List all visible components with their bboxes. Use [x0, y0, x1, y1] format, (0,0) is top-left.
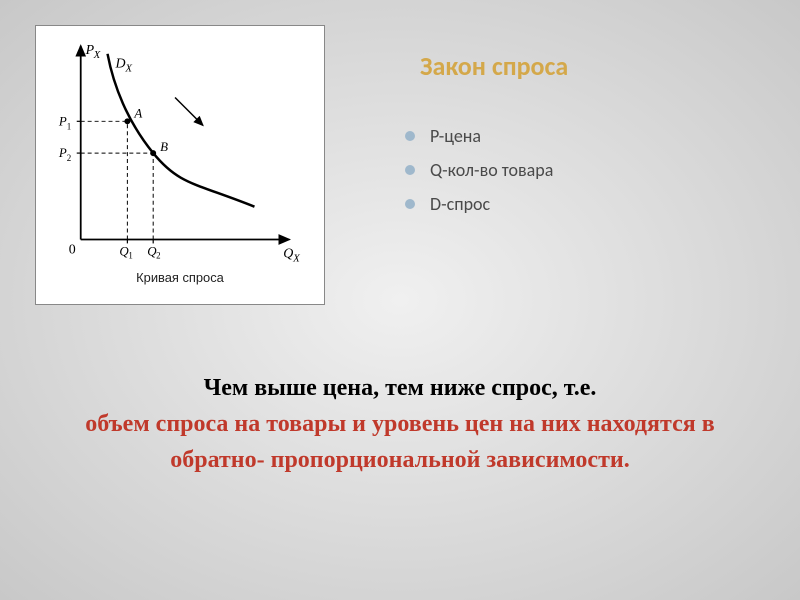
svg-text:X: X: [124, 63, 133, 75]
svg-text:X: X: [292, 252, 301, 264]
svg-text:2: 2: [156, 250, 160, 260]
svg-text:Кривая спроса: Кривая спроса: [136, 270, 225, 285]
svg-text:2: 2: [67, 153, 71, 163]
demand-curve-chart: PXQX0ABP1P2Q1Q2DXКривая спроса: [35, 25, 325, 305]
bullet-item: Q-кол-во товара: [405, 159, 553, 181]
legend-list: P-цена Q-кол-во товара D-спрос: [405, 125, 553, 227]
summary-line2: объем спроса на товары и уровень цен на …: [50, 406, 750, 478]
svg-text:1: 1: [128, 250, 132, 260]
svg-text:A: A: [133, 106, 142, 120]
svg-text:0: 0: [69, 242, 76, 257]
svg-text:D: D: [114, 57, 125, 72]
svg-text:P: P: [58, 146, 67, 160]
svg-text:B: B: [160, 140, 168, 154]
svg-text:1: 1: [67, 121, 71, 131]
svg-text:X: X: [93, 49, 102, 61]
bullet-item: D-спрос: [405, 193, 553, 215]
svg-text:Q: Q: [283, 246, 293, 261]
bullet-item: P-цена: [405, 125, 553, 147]
chart-svg: PXQX0ABP1P2Q1Q2DXКривая спроса: [36, 26, 324, 304]
summary-line1: Чем выше цена, тем ниже спрос, т.е.: [50, 370, 750, 406]
svg-text:P: P: [58, 114, 67, 128]
summary-text: Чем выше цена, тем ниже спрос, т.е. объе…: [50, 370, 750, 478]
slide-title: Закон спроса: [420, 50, 568, 82]
